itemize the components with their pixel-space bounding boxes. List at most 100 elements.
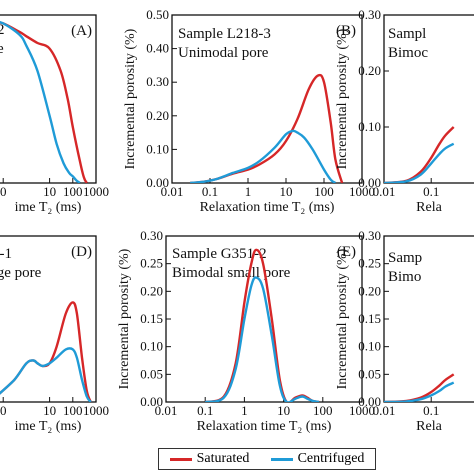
y-axis-label: Incremental porosity (%) [335,248,350,389]
y-tick-label: 0.30 [358,7,381,22]
x-axis-label: Rela [416,419,442,434]
y-tick-label: 0.05 [140,366,163,381]
panel-label: re [0,41,4,57]
series-line-centrifuged [0,20,81,183]
x-tick-label: 10 [277,403,290,418]
plot-frame [171,14,363,184]
x-tick-label: 1000 [83,184,109,199]
x-tick-label: 100 [63,403,83,418]
y-axis-label: Incremental porosity (%) [123,28,138,169]
plot-frame [383,14,474,184]
series-line-saturated [0,301,93,402]
x-tick-label: 0.1 [423,403,439,418]
chart-panel-6: 0.01 0.1 0.00 0.05 0.10 0.15 0.20 0.25 0.30 Rela I… [335,228,474,434]
x-tick-label: 1000 [83,403,109,418]
y-tick-label: 0.20 [146,108,169,123]
y-tick-label: 0.25 [140,256,163,271]
panel-letter: (B) [336,23,356,39]
panel-letter: (A) [71,23,92,39]
x-tick-label: 100 [63,184,83,199]
y-tick-label: 0.10 [358,119,381,134]
x-tick-label: 0.01 [161,184,184,199]
x-tick-label: 0.01 [373,184,396,199]
chart-panel-5: 0.01 0.1 1 10 100 1000 0.00 0.05 0.10 0.15 0.20 0.2… [117,228,375,434]
y-tick-label: 0.30 [140,228,163,243]
panel-label: Bimodal small pore [172,265,291,281]
x-tick-label: 10 [43,184,56,199]
y-tick-label: 0.00 [358,175,381,190]
legend-item-centrifuged: Centrifuged [270,451,365,467]
plot-frame [0,14,97,184]
x-tick-label: 0 [0,184,6,199]
x-axis-label: Relaxation time T₂ (ms) [197,419,332,434]
x-tick-label: 1 [245,184,252,199]
y-tick-label: 0.00 [358,394,381,409]
y-tick-label: 0.20 [358,283,381,298]
y-tick-label: 0.20 [358,63,381,78]
legend-label-centrifuged: Centrifuged [297,451,365,466]
x-tick-label: 1000 [349,403,375,418]
panel-label: Unimodal pore [178,45,269,61]
y-tick-label: 0.50 [146,7,169,22]
chart-panel-3: 0.01 0.1 0.00 0.10 0.20 0.30 Rela Incremental p… [335,7,474,215]
y-tick-label: 0.30 [146,74,169,89]
series-line-centrifuged [190,129,337,183]
panel-label: Bimo [388,269,421,285]
panel-label: 9-1 [0,246,12,262]
x-axis-label: Relaxation time T₂ (ms) [200,200,335,215]
y-tick-label: 0.00 [140,394,163,409]
plot-frame [0,235,97,403]
y-tick-label: 0.10 [146,141,169,156]
y-tick-label: 0.00 [146,175,169,190]
x-tick-label: 100 [314,184,334,199]
x-axis-label: ime T₂ (ms) [15,419,82,434]
chart-panel-2: 0.01 0.1 1 10 100 1000 0.00 0.10 0.20 0.30 0.40 0.5… [123,7,375,215]
series-line-centrifuged [384,142,455,183]
panel-label: Sample L218-3 [178,26,271,42]
panel-label: -2 [0,22,5,38]
x-tick-label: 1000 [349,184,375,199]
x-tick-label: 0.1 [197,403,213,418]
panel-label: rge pore [0,265,42,281]
panel-label: Sample G351-2 [172,246,267,262]
panel-letter: (E) [337,244,356,260]
series-line-centrifuged [0,347,92,402]
series-line-centrifuged [204,276,320,402]
legend-swatch-saturated [169,457,192,461]
legend: Saturated Centrifuged [158,448,376,470]
series-line-saturated [190,73,344,183]
y-tick-label: 0.10 [140,339,163,354]
panel-label: Sampl [388,26,426,42]
panel-label: Samp [388,250,422,266]
y-tick-label: 0.20 [140,283,163,298]
x-tick-label: 0.01 [373,403,396,418]
panel-label: Bimoc [388,45,428,61]
x-tick-label: 0.1 [423,184,439,199]
x-tick-label: 10 [43,403,56,418]
x-tick-label: 10 [280,184,293,199]
x-tick-label: 0 [0,403,6,418]
series-line-saturated [0,21,88,183]
x-tick-label: 0.1 [202,184,218,199]
panel-letter: (D) [71,244,92,260]
y-tick-label: 0.05 [358,366,381,381]
x-tick-label: 0.01 [155,403,178,418]
y-axis-label: Incremental porosity (%) [335,28,350,169]
legend-label-saturated: Saturated [196,451,250,466]
series-line-centrifuged [384,381,455,402]
x-axis-label: Rela [416,200,442,215]
x-tick-label: 1 [241,403,248,418]
y-tick-label: 0.10 [358,339,381,354]
y-tick-label: 0.25 [358,256,381,271]
x-tick-label: 100 [313,403,333,418]
x-axis-label: ime T₂ (ms) [15,200,82,215]
y-tick-label: 0.40 [146,41,169,56]
legend-item-saturated: Saturated [169,451,250,467]
y-tick-label: 0.15 [140,311,163,326]
y-tick-label: 0.30 [358,228,381,243]
legend-swatch-centrifuged [270,457,293,461]
y-axis-label: Incremental porosity (%) [117,248,132,389]
y-tick-label: 0.15 [358,311,381,326]
